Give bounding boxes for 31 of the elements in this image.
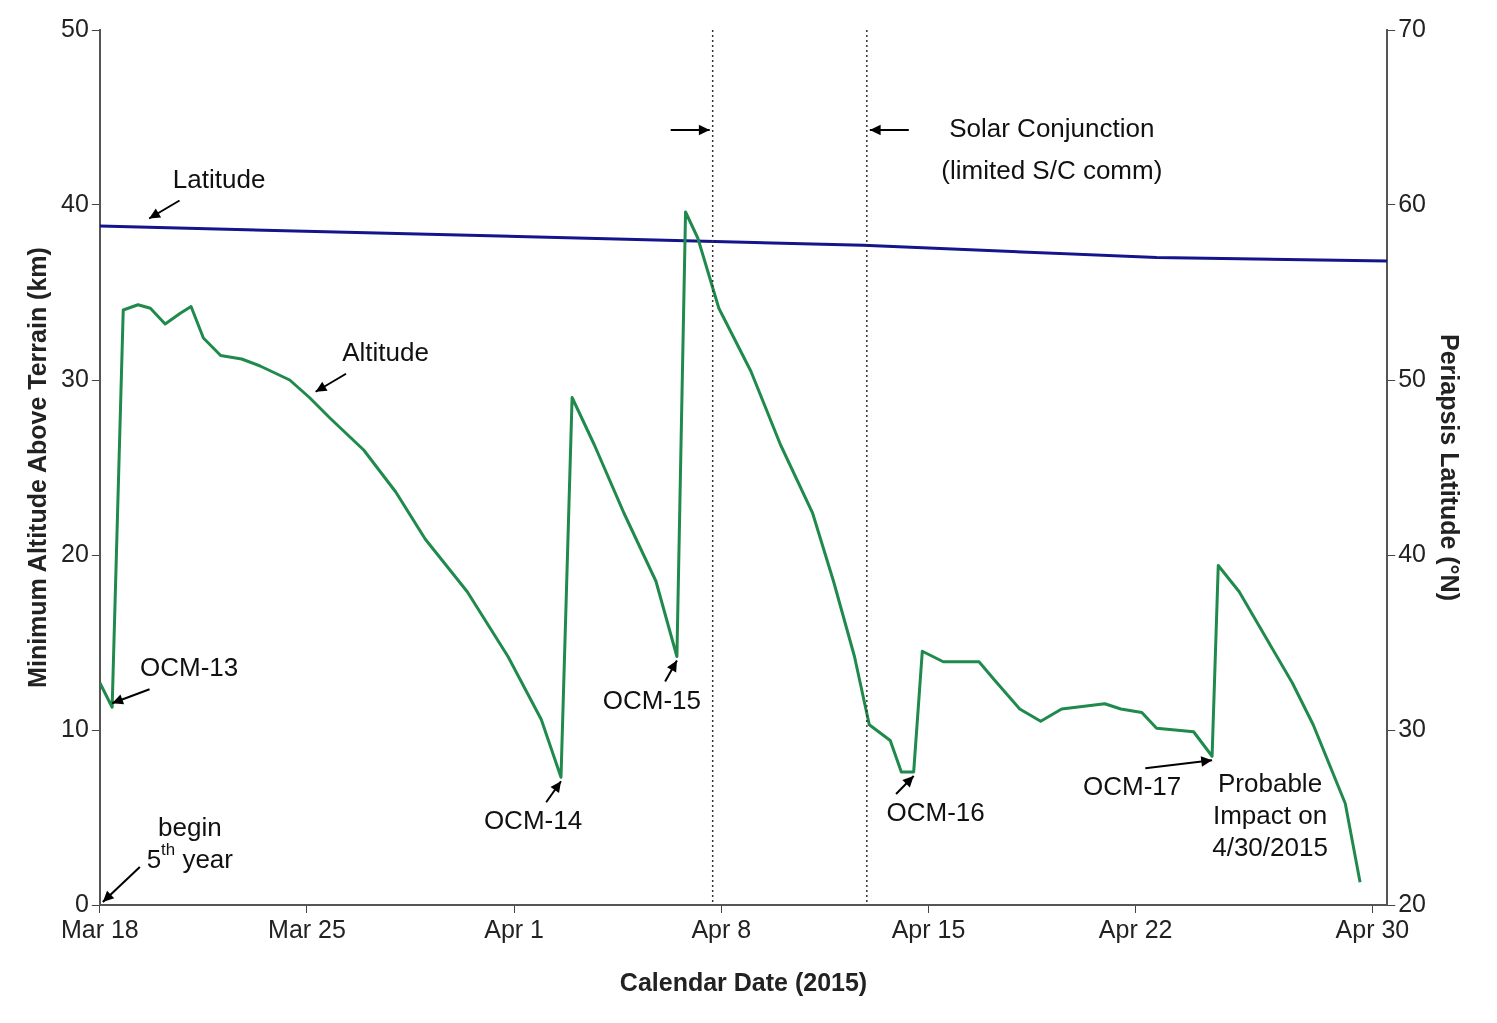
- y2-tick-label: 50: [1398, 363, 1426, 392]
- y2-axis-title: Periapsis Latitude (°N): [1436, 334, 1465, 601]
- annotation: OCM-15: [602, 684, 702, 715]
- x-tick-label: Apr 1: [484, 914, 545, 943]
- x-tick-label: Apr 15: [891, 914, 966, 943]
- annotation: Probable Impact on 4/30/2015: [1212, 768, 1328, 863]
- y-axis-title: Minimum Altitude Above Terrain (km): [22, 247, 51, 688]
- annotation: Altitude: [342, 336, 429, 367]
- x-tick-label: Mar 18: [60, 914, 139, 943]
- annotation: OCM-16: [886, 797, 985, 828]
- x-tick-label: Apr 22: [1098, 914, 1173, 943]
- y-tick-label: 10: [61, 713, 89, 742]
- y2-tick-label: 60: [1398, 188, 1426, 217]
- annotation: Latitude: [172, 163, 266, 194]
- x-tick-label: Mar 25: [268, 914, 346, 943]
- y-tick-label: 40: [61, 188, 89, 217]
- annotation: OCM-13: [140, 652, 239, 683]
- y-tick-label: 20: [61, 538, 89, 567]
- annotation: OCM-14: [483, 805, 583, 836]
- x-axis-title: Calendar Date (2015): [619, 967, 868, 996]
- annotation: OCM-17: [1082, 771, 1182, 802]
- y-tick-label: 50: [61, 13, 89, 42]
- y2-tick-label: 70: [1398, 13, 1426, 42]
- y2-tick-label: 30: [1398, 713, 1426, 742]
- y-tick-label: 0: [74, 888, 89, 917]
- y2-tick-label: 40: [1398, 538, 1426, 567]
- x-tick-label: Apr 8: [691, 914, 752, 943]
- y2-tick-label: 20: [1398, 888, 1426, 917]
- y-tick-label: 30: [61, 363, 89, 392]
- ref-line-label: Solar Conjunction (limited S/C comm): [941, 113, 1163, 186]
- x-tick-label: Apr 30: [1335, 914, 1410, 943]
